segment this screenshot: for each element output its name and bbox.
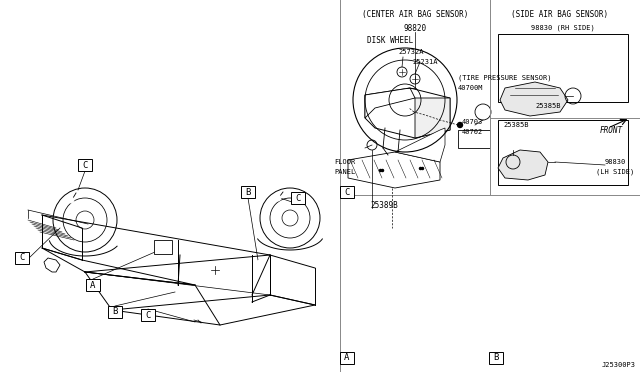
Polygon shape: [498, 150, 548, 180]
Text: 40700M: 40700M: [458, 85, 483, 91]
Bar: [141, 309, 155, 321]
Text: (CENTER AIR BAG SENSOR): (CENTER AIR BAG SENSOR): [362, 10, 468, 19]
Bar: [78, 159, 92, 171]
Circle shape: [275, 195, 281, 201]
Bar: [291, 192, 305, 204]
Circle shape: [68, 197, 74, 203]
Circle shape: [458, 122, 463, 128]
Text: B: B: [112, 308, 118, 317]
Bar: [241, 186, 255, 198]
Bar: [458, 130, 490, 148]
Text: (LH SIDE): (LH SIDE): [596, 169, 634, 175]
Text: 98830: 98830: [604, 159, 626, 165]
Polygon shape: [415, 98, 450, 138]
Text: (TIRE PRESSURE SENSOR): (TIRE PRESSURE SENSOR): [458, 75, 552, 81]
Text: FRONT: FRONT: [600, 125, 623, 135]
Text: C: C: [344, 187, 349, 196]
Text: 25732A: 25732A: [398, 49, 424, 55]
Polygon shape: [348, 152, 440, 188]
Text: B: B: [493, 353, 499, 362]
Text: 40703: 40703: [462, 119, 483, 125]
Text: 25389B: 25389B: [370, 201, 397, 209]
Polygon shape: [365, 88, 450, 138]
Text: (SIDE AIR BAG SENSOR): (SIDE AIR BAG SENSOR): [511, 10, 608, 19]
Text: 25385B: 25385B: [503, 122, 529, 128]
Text: PANEL: PANEL: [334, 169, 356, 175]
Text: B: B: [245, 187, 251, 196]
Bar: [154, 240, 172, 254]
Text: C: C: [19, 253, 25, 263]
Text: FLOOR: FLOOR: [334, 159, 356, 165]
Bar: [498, 34, 628, 102]
Bar: [15, 252, 29, 264]
Text: 40702: 40702: [462, 129, 483, 135]
Text: 98820: 98820: [403, 23, 427, 32]
Text: A: A: [90, 280, 96, 289]
Text: C: C: [83, 160, 88, 170]
Bar: [340, 186, 354, 198]
Polygon shape: [500, 82, 568, 116]
Text: C: C: [295, 193, 301, 202]
Polygon shape: [365, 88, 415, 118]
Text: 98830 (RH SIDE): 98830 (RH SIDE): [531, 25, 595, 31]
Polygon shape: [395, 128, 445, 162]
Bar: [489, 352, 503, 364]
Text: J25300P3: J25300P3: [602, 362, 636, 368]
Text: 25231A: 25231A: [412, 59, 438, 65]
Bar: [498, 120, 628, 185]
Text: C: C: [145, 311, 150, 320]
Bar: [340, 352, 354, 364]
Bar: [108, 306, 122, 318]
Text: A: A: [344, 353, 349, 362]
Circle shape: [257, 260, 263, 266]
Bar: [86, 279, 100, 291]
Text: 25385B: 25385B: [535, 103, 561, 109]
Polygon shape: [44, 258, 60, 272]
Text: DISK WHEEL: DISK WHEEL: [367, 35, 413, 45]
